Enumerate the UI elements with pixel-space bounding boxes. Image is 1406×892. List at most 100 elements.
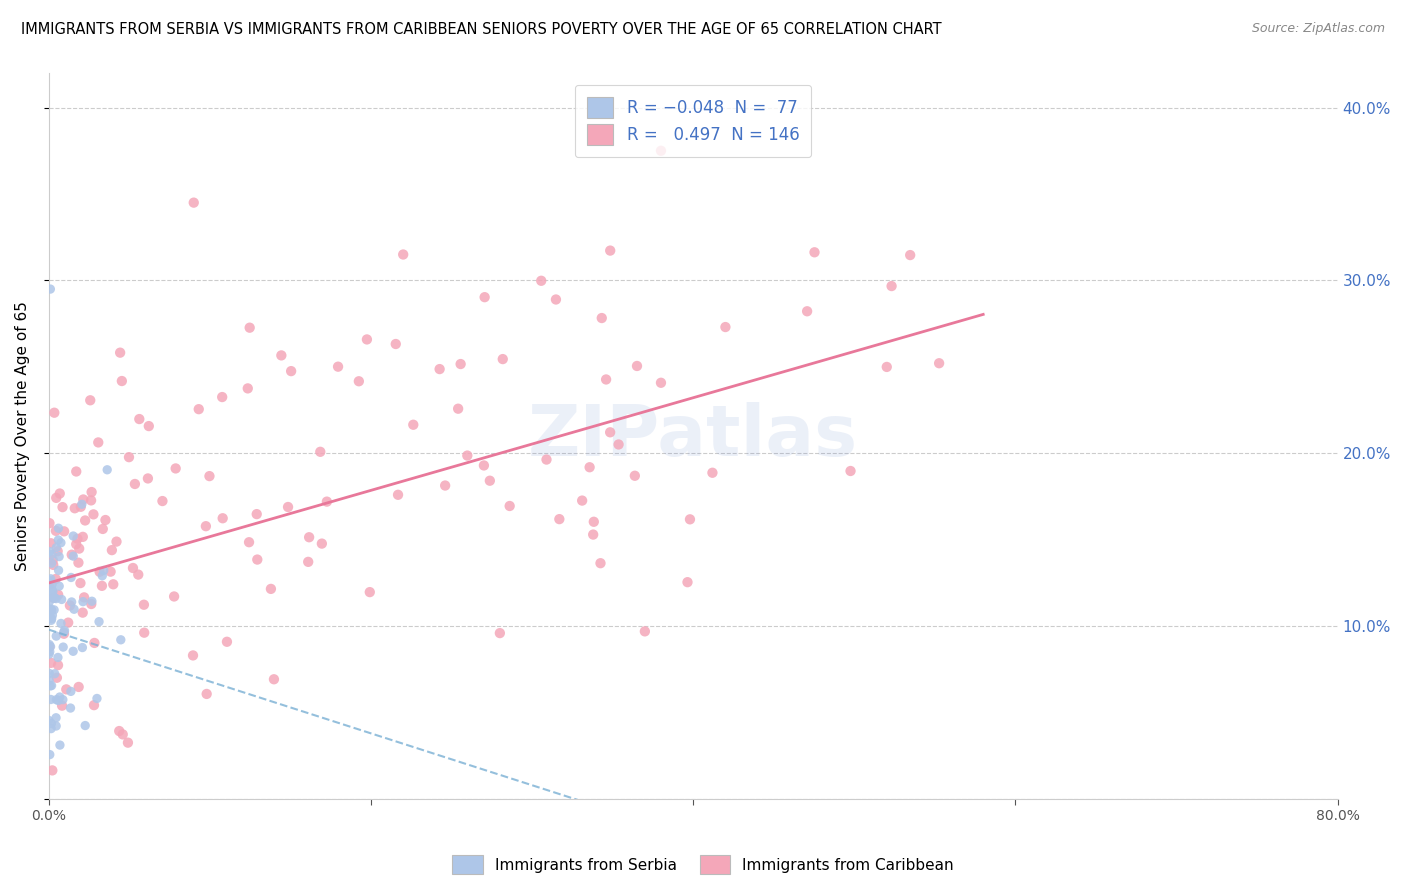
Point — [91, 522, 114, 536]
Point — [181, 648, 204, 663]
Point — [52, 692, 75, 706]
Point — [194, 519, 217, 533]
Point — [676, 575, 699, 590]
Y-axis label: Seniors Poverty Over the Age of 65: Seniors Poverty Over the Age of 65 — [15, 301, 30, 571]
Point — [211, 390, 233, 404]
Point — [46, 650, 69, 665]
Point — [384, 337, 406, 351]
Point — [39, 613, 62, 627]
Point — [38, 638, 60, 652]
Point — [62, 529, 84, 543]
Point — [100, 565, 122, 579]
Point — [582, 527, 605, 541]
Point — [73, 591, 96, 605]
Point — [52, 624, 75, 639]
Point — [89, 565, 111, 579]
Point — [80, 594, 103, 608]
Point — [72, 606, 94, 620]
Point — [402, 417, 425, 432]
Point — [111, 374, 134, 388]
Point — [51, 500, 73, 515]
Point — [39, 536, 62, 550]
Point — [42, 591, 65, 605]
Point — [447, 401, 470, 416]
Point — [38, 666, 60, 681]
Point — [45, 692, 67, 706]
Point — [41, 764, 63, 778]
Point — [39, 572, 62, 586]
Point — [650, 144, 672, 158]
Point — [714, 320, 737, 334]
Point — [46, 533, 69, 547]
Point — [39, 640, 62, 654]
Point — [41, 608, 63, 623]
Point — [450, 357, 472, 371]
Point — [39, 692, 62, 706]
Point — [41, 612, 63, 626]
Point — [46, 544, 69, 558]
Point — [38, 747, 60, 762]
Point — [49, 486, 72, 500]
Point — [392, 247, 415, 261]
Point — [128, 412, 150, 426]
Point — [38, 673, 60, 688]
Point — [239, 320, 262, 334]
Point — [80, 485, 103, 500]
Point — [429, 362, 451, 376]
Point — [136, 471, 159, 485]
Point — [59, 701, 82, 715]
Point — [599, 425, 621, 440]
Point — [46, 588, 69, 602]
Point — [359, 585, 381, 599]
Point — [72, 492, 94, 507]
Point — [489, 626, 512, 640]
Legend: Immigrants from Serbia, Immigrants from Caribbean: Immigrants from Serbia, Immigrants from … — [446, 849, 960, 880]
Point — [53, 624, 76, 638]
Point — [80, 493, 103, 508]
Point — [578, 460, 600, 475]
Point — [45, 524, 67, 538]
Point — [59, 684, 82, 698]
Point — [48, 549, 70, 564]
Point — [803, 245, 825, 260]
Point — [280, 364, 302, 378]
Point — [124, 477, 146, 491]
Point — [626, 359, 648, 373]
Point — [108, 345, 131, 359]
Point — [72, 595, 94, 609]
Point — [45, 629, 67, 643]
Point — [44, 591, 66, 606]
Point — [38, 595, 60, 609]
Point — [474, 290, 496, 304]
Point — [69, 576, 91, 591]
Point — [72, 530, 94, 544]
Point — [44, 406, 66, 420]
Point — [65, 465, 87, 479]
Point — [39, 722, 62, 736]
Point — [650, 376, 672, 390]
Point — [492, 352, 515, 367]
Point — [67, 556, 90, 570]
Point — [42, 553, 65, 567]
Point — [63, 602, 86, 616]
Point — [898, 248, 921, 262]
Point — [38, 574, 60, 588]
Point — [571, 493, 593, 508]
Point — [45, 491, 67, 505]
Point — [38, 645, 60, 659]
Point — [41, 584, 63, 599]
Point — [634, 624, 657, 639]
Point — [79, 393, 101, 408]
Point — [63, 501, 86, 516]
Point — [134, 625, 156, 640]
Point — [83, 636, 105, 650]
Point — [58, 615, 80, 630]
Point — [38, 647, 60, 661]
Point — [39, 602, 62, 616]
Point — [211, 511, 233, 525]
Point — [70, 497, 93, 511]
Point — [38, 714, 60, 728]
Point — [876, 359, 898, 374]
Point — [118, 450, 141, 465]
Point — [51, 698, 73, 713]
